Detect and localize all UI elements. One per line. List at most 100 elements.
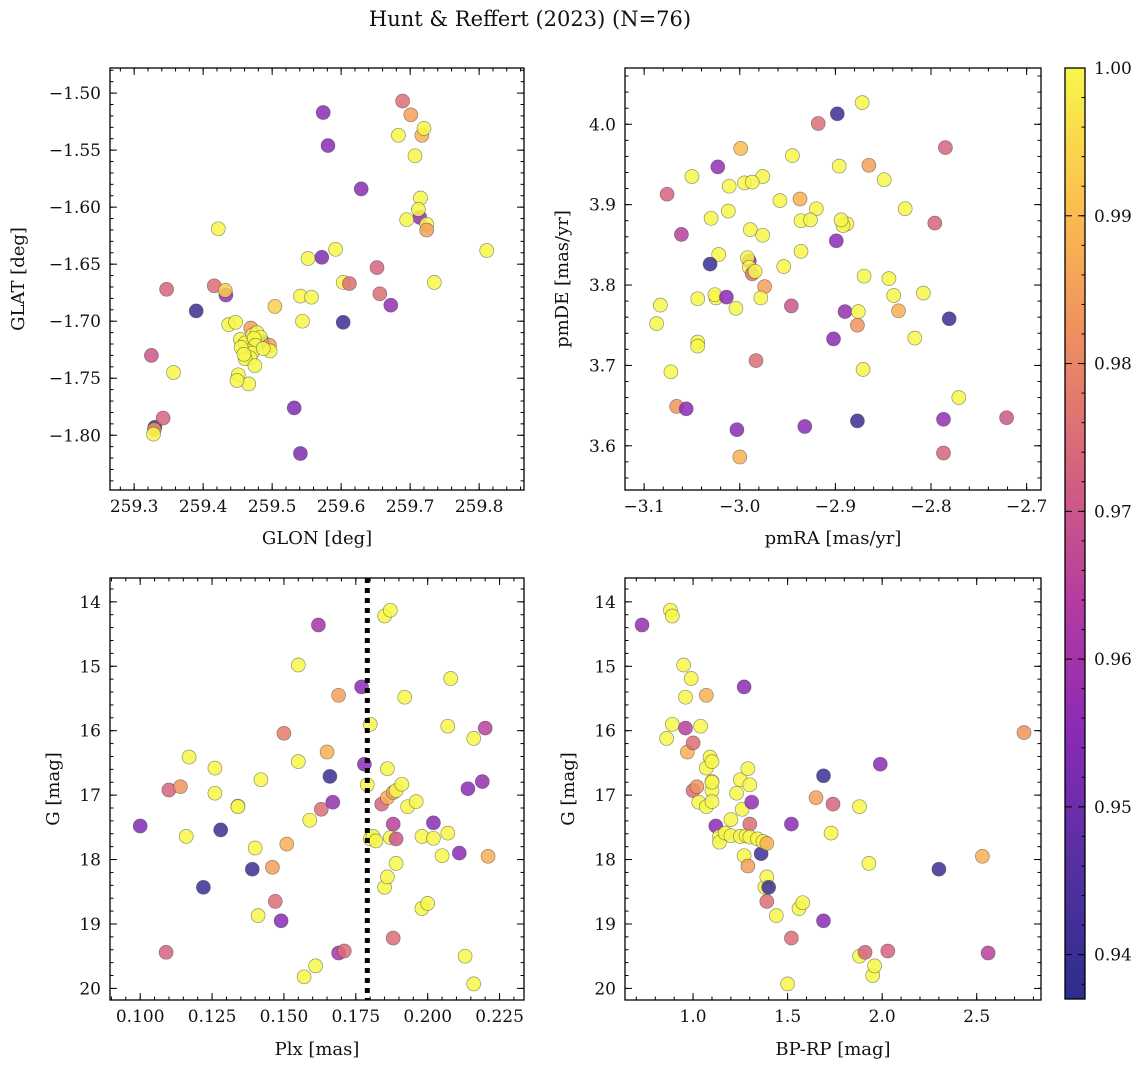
panel-plx-g: 0.100 0.125 0.150 0.175 0.200 0.225 14 15 16 17 18… <box>43 577 525 1060</box>
data-point <box>388 856 404 871</box>
data-point <box>308 958 323 974</box>
data-point <box>850 317 865 333</box>
data-point <box>907 330 923 346</box>
data-point <box>854 95 870 110</box>
y-tick-label: −1.80 <box>49 426 101 446</box>
x-tick-label: −2.8 <box>910 497 951 517</box>
data-point <box>477 720 493 736</box>
x-tick-label: 0.225 <box>475 1007 524 1027</box>
data-point <box>372 286 388 302</box>
data-point <box>304 289 319 305</box>
data-point <box>228 314 243 330</box>
data-point <box>664 716 680 732</box>
data-point <box>399 212 415 228</box>
data-point <box>784 816 799 832</box>
data-point <box>837 304 853 319</box>
data-point <box>784 930 799 946</box>
data-point <box>267 894 283 909</box>
data-point <box>980 945 996 961</box>
colorbar-frame <box>1064 67 1086 1000</box>
data-point <box>736 679 752 695</box>
data-point <box>927 215 943 231</box>
data-point <box>663 364 679 380</box>
data-point <box>748 353 764 368</box>
data-point <box>419 222 435 238</box>
y-axis-label: GLAT [deg] <box>8 227 29 331</box>
y-tick-label: 18 <box>594 851 616 871</box>
data-point <box>744 794 760 810</box>
data-point <box>941 311 957 327</box>
data-point <box>653 297 668 313</box>
plot-frame <box>624 577 1042 1001</box>
data-point <box>247 840 263 856</box>
y-tick-label: 17 <box>79 786 101 806</box>
data-point <box>286 400 302 416</box>
data-point <box>273 913 289 929</box>
data-point <box>891 303 906 319</box>
data-point <box>740 858 756 874</box>
data-point <box>434 848 450 864</box>
data-point <box>744 174 760 190</box>
data-point <box>678 689 693 705</box>
x-tick-label: 1.0 <box>680 1007 707 1027</box>
data-point <box>314 249 330 265</box>
data-point <box>460 781 476 797</box>
x-axis-label: Plx [mas] <box>275 1039 360 1060</box>
data-point <box>732 449 748 465</box>
data-point <box>784 298 799 314</box>
data-point <box>403 107 419 123</box>
data-point <box>217 283 233 298</box>
data-point <box>872 756 888 772</box>
x-axis-label: GLON [deg] <box>262 528 372 549</box>
data-point <box>861 157 877 173</box>
data-point <box>936 411 951 427</box>
data-point <box>380 761 395 777</box>
data-point <box>265 859 280 875</box>
panel-bprp-g: 1.0 1.5 2.0 2.5 14 15 16 17 18 19 20 BP-RP [mag] G… <box>558 577 1042 1060</box>
data-point <box>634 617 650 633</box>
colorbar-tick-label: 0.94 <box>1094 946 1132 966</box>
data-point <box>279 836 295 852</box>
data-point <box>293 446 308 461</box>
data-point <box>852 799 867 815</box>
data-point <box>674 227 689 242</box>
data-point <box>951 390 967 405</box>
y-tick-label: 3.8 <box>589 276 616 296</box>
data-point <box>388 831 404 847</box>
data-point <box>443 671 459 686</box>
data-point <box>855 362 871 377</box>
data-point <box>831 158 847 174</box>
data-point <box>474 774 490 789</box>
data-point <box>207 760 223 776</box>
y-tick-label: 20 <box>594 979 616 999</box>
data-point <box>320 138 336 153</box>
x-tick-label: 259.8 <box>455 497 504 517</box>
y-tick-label: 4.0 <box>589 115 616 135</box>
data-point <box>683 671 699 686</box>
data-point <box>659 186 675 202</box>
plot-frame <box>624 67 1042 491</box>
data-point <box>155 410 171 426</box>
data-point <box>833 212 849 228</box>
colorbar-tick-label: 0.95 <box>1094 798 1132 818</box>
colorbar-tick-label: 0.96 <box>1094 650 1132 670</box>
data-point <box>210 221 226 237</box>
data-point <box>144 348 159 363</box>
y-tick-label: 17 <box>594 786 616 806</box>
data-point <box>394 776 410 792</box>
y-tick-label: −1.70 <box>49 312 101 332</box>
data-point <box>466 976 482 992</box>
data-point <box>255 341 271 356</box>
figure-title: Hunt & Reffert (2023) (N=76) <box>369 7 691 31</box>
data-point <box>780 976 795 992</box>
y-tick-label: 15 <box>594 657 616 677</box>
data-point <box>776 259 792 274</box>
data-point <box>880 943 896 959</box>
x-tick-label: 0.175 <box>331 1007 380 1027</box>
data-point <box>480 848 496 864</box>
data-point <box>466 731 482 746</box>
y-tick-label: −1.55 <box>49 141 101 161</box>
data-point <box>936 445 951 461</box>
data-point <box>290 754 306 769</box>
